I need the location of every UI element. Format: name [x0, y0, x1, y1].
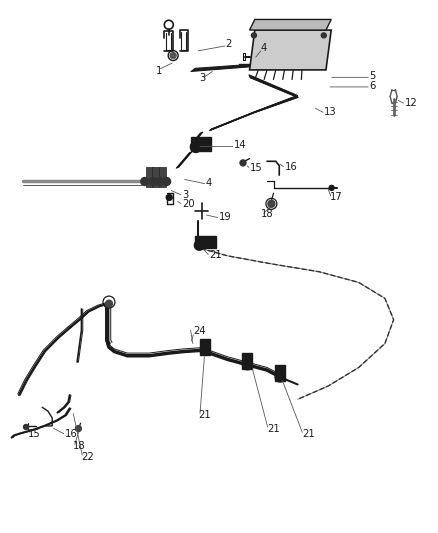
- Circle shape: [321, 33, 326, 38]
- Text: 13: 13: [324, 108, 336, 117]
- Text: 21: 21: [302, 429, 315, 439]
- Text: 18: 18: [261, 209, 273, 220]
- Circle shape: [106, 300, 113, 307]
- Circle shape: [170, 53, 176, 59]
- Bar: [152, 167, 159, 187]
- Text: 12: 12: [405, 98, 417, 108]
- Circle shape: [149, 177, 158, 185]
- Text: 16: 16: [65, 429, 78, 439]
- Bar: [146, 167, 152, 187]
- Circle shape: [166, 195, 172, 200]
- Bar: [200, 339, 210, 354]
- Polygon shape: [250, 19, 331, 30]
- Text: 1: 1: [155, 66, 162, 76]
- Bar: [191, 137, 212, 151]
- Bar: [242, 353, 252, 369]
- Circle shape: [268, 200, 275, 207]
- Text: 21: 21: [209, 251, 222, 260]
- Text: 22: 22: [81, 451, 94, 462]
- Text: 6: 6: [370, 81, 376, 91]
- Circle shape: [191, 141, 201, 152]
- Text: 5: 5: [370, 71, 376, 82]
- Circle shape: [240, 160, 246, 166]
- Text: 24: 24: [193, 326, 205, 336]
- Text: 21: 21: [198, 410, 211, 420]
- Text: 4: 4: [261, 43, 267, 53]
- Text: 18: 18: [73, 441, 85, 451]
- Bar: [159, 167, 166, 187]
- Circle shape: [194, 240, 205, 250]
- Circle shape: [242, 360, 252, 370]
- Circle shape: [24, 424, 28, 430]
- Circle shape: [162, 177, 170, 185]
- Text: 16: 16: [285, 162, 297, 172]
- Circle shape: [275, 372, 285, 382]
- Text: 3: 3: [182, 190, 188, 200]
- Text: 3: 3: [199, 73, 205, 83]
- Text: 20: 20: [182, 199, 194, 209]
- Circle shape: [251, 33, 256, 38]
- Text: 4: 4: [206, 178, 212, 188]
- Text: 15: 15: [250, 163, 262, 173]
- Text: 15: 15: [28, 429, 41, 439]
- Text: 17: 17: [330, 192, 343, 203]
- Bar: [194, 237, 216, 248]
- Text: 2: 2: [226, 39, 232, 50]
- Bar: [275, 365, 285, 381]
- Circle shape: [141, 177, 149, 185]
- Text: 19: 19: [219, 212, 232, 222]
- Polygon shape: [250, 30, 331, 70]
- Circle shape: [156, 177, 164, 185]
- Circle shape: [329, 185, 334, 190]
- Text: 21: 21: [267, 424, 280, 433]
- Circle shape: [200, 345, 210, 356]
- Circle shape: [75, 425, 81, 432]
- Text: 14: 14: [234, 140, 247, 150]
